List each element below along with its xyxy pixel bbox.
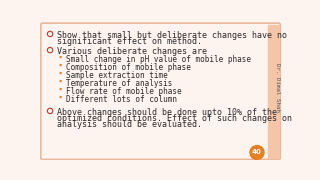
Text: analysis should be evaluated.: analysis should be evaluated. (57, 120, 202, 129)
Text: Sample extraction time: Sample extraction time (66, 71, 168, 80)
Text: ▪: ▪ (59, 87, 62, 92)
Text: Flow rate of mobile phase: Flow rate of mobile phase (66, 87, 182, 96)
Text: Composition of mobile phase: Composition of mobile phase (66, 63, 191, 72)
Text: ▪: ▪ (59, 71, 62, 76)
Text: ▪: ▪ (59, 95, 62, 100)
Text: Small change in pH value of mobile phase: Small change in pH value of mobile phase (66, 55, 251, 64)
Text: Dr. Dimal Shah: Dr. Dimal Shah (276, 62, 280, 112)
Text: 40: 40 (252, 150, 262, 156)
Text: ▪: ▪ (59, 55, 62, 60)
Text: Above changes should be done upto 10% of the: Above changes should be done upto 10% of… (57, 108, 277, 117)
Circle shape (250, 146, 264, 159)
Text: Different lots of column: Different lots of column (66, 95, 177, 104)
Text: ▪: ▪ (59, 79, 62, 84)
Text: significant effect on method.: significant effect on method. (57, 37, 202, 46)
Text: Various deliberate changes are: Various deliberate changes are (57, 47, 207, 56)
Text: ▪: ▪ (59, 63, 62, 68)
Text: Show that small but deliberate changes have no: Show that small but deliberate changes h… (57, 31, 287, 40)
Text: Temperature of analysis: Temperature of analysis (66, 79, 173, 88)
Text: optimized conditions. Effect of such changes on: optimized conditions. Effect of such cha… (57, 114, 292, 123)
FancyBboxPatch shape (41, 23, 280, 159)
Bar (268, 25, 279, 158)
